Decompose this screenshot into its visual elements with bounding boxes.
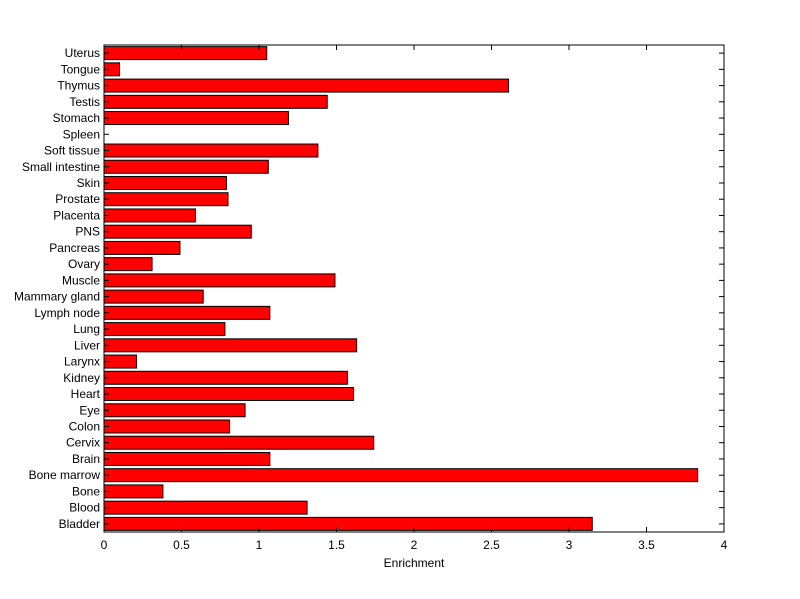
- bar-placenta: [103, 208, 196, 223]
- y-tick-label: Lung: [73, 322, 100, 336]
- y-tick-label: Brain: [72, 452, 100, 466]
- x-tick-label: 2.5: [483, 538, 500, 552]
- x-axis-ticks: 0 0.5 1 1.5 2 2.5 3 3.5 4: [101, 45, 728, 552]
- y-tick-label: Blood: [69, 501, 100, 515]
- x-tick-label: 3: [566, 538, 573, 552]
- y-tick-label: Bladder: [59, 517, 100, 531]
- bar-kidney: [103, 370, 348, 385]
- y-tick-label: Skin: [77, 176, 100, 190]
- plot-frame: [103, 44, 725, 533]
- y-tick-label: Eye: [79, 403, 100, 417]
- y-tick-label: Soft tissue: [44, 144, 100, 158]
- bar-eye: [103, 403, 246, 418]
- bar-bone: [103, 484, 164, 499]
- bar-lung: [103, 322, 226, 337]
- bar-testis: [103, 94, 328, 109]
- y-tick-label: Pancreas: [49, 241, 100, 255]
- x-tick-label: 4: [721, 538, 728, 552]
- y-tick-label: Colon: [69, 419, 100, 433]
- bar-muscle: [103, 273, 336, 288]
- y-tick-label: Small intestine: [22, 160, 100, 174]
- y-tick-label: Mammary gland: [14, 290, 100, 304]
- plot-area: [104, 45, 724, 532]
- bar-skin: [103, 175, 227, 190]
- y-tick-label: Bone: [72, 484, 100, 498]
- y-tick-label: Ovary: [68, 257, 100, 271]
- x-axis-title: Enrichment: [384, 556, 445, 570]
- bar-ovary: [103, 257, 153, 272]
- x-tick-label: 1: [256, 538, 263, 552]
- x-tick-label: 1.5: [328, 538, 345, 552]
- y-tick-label: Lymph node: [34, 306, 100, 320]
- bar-pancreas: [103, 240, 181, 255]
- x-tick-label: 2: [411, 538, 418, 552]
- y-tick-label: Stomach: [53, 111, 100, 125]
- y-tick-label: Placenta: [53, 208, 100, 222]
- x-tick-label: 0.5: [173, 538, 190, 552]
- y-tick-label: Heart: [71, 387, 101, 401]
- bar-mammary-gland: [103, 289, 204, 304]
- bar-bladder: [103, 516, 593, 531]
- bar-prostate: [103, 192, 229, 207]
- bar-cervix: [103, 435, 375, 450]
- y-tick-label: Spleen: [63, 127, 100, 141]
- y-tick-label: Thymus: [57, 79, 100, 93]
- y-tick-label: Testis: [69, 95, 100, 109]
- bar-soft-tissue: [103, 143, 319, 158]
- y-tick-label: Tongue: [61, 62, 101, 76]
- y-tick-label: Cervix: [66, 436, 100, 450]
- bar-heart: [103, 387, 355, 402]
- y-tick-label: Liver: [74, 338, 100, 352]
- y-tick-label: Muscle: [62, 273, 100, 287]
- bar-pns: [103, 224, 252, 239]
- bar-stomach: [103, 111, 289, 126]
- y-tick-label: Uterus: [65, 46, 100, 60]
- bar-small-intestine: [103, 159, 269, 174]
- y-tick-label: Kidney: [63, 371, 100, 385]
- y-axis-ticks: Bladder Blood Bone Bone marrow Brain Cervix Co…: [14, 46, 724, 531]
- bar-uterus: [103, 46, 268, 61]
- y-tick-label: PNS: [75, 225, 100, 239]
- bar-liver: [103, 338, 358, 353]
- bar-blood: [103, 500, 308, 515]
- bar-brain: [103, 451, 271, 466]
- y-tick-label: Larynx: [64, 355, 100, 369]
- x-tick-label: 3.5: [638, 538, 655, 552]
- bar-colon: [103, 419, 231, 434]
- bar-bone-marrow: [103, 468, 699, 483]
- x-tick-label: 0: [101, 538, 108, 552]
- y-tick-label: Prostate: [55, 192, 100, 206]
- bar-thymus: [103, 78, 510, 93]
- y-tick-label: Bone marrow: [29, 468, 101, 482]
- bar-lymph-node: [103, 305, 271, 320]
